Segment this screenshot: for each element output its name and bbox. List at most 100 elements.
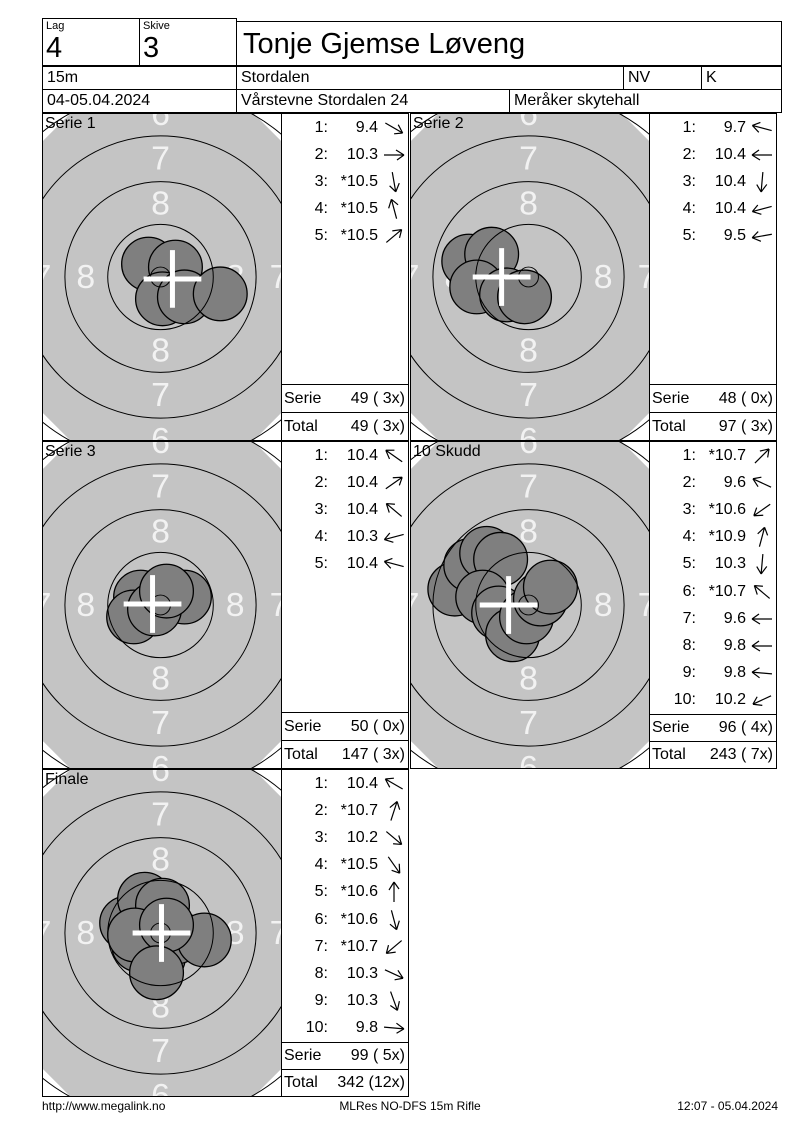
shot-value: 10.4 <box>346 555 378 573</box>
event-cell: Vårstevne Stordalen 24 <box>236 89 510 113</box>
ring-label: 8 <box>76 586 95 624</box>
total-value: 147 ( 3x) <box>341 745 405 763</box>
shot-value: *10.7 <box>340 801 378 819</box>
shot-direction-arrow-icon <box>751 667 773 679</box>
ring-label: 8 <box>594 258 613 296</box>
ring-label: 7 <box>411 258 419 296</box>
shot-direction-arrow-icon <box>385 939 403 954</box>
shot-direction-arrow-icon <box>385 831 403 845</box>
shot-value: 9.6 <box>723 609 746 627</box>
target-cell: 8768768877 Serie 3 <box>43 442 281 768</box>
shot-value: 9.6 <box>723 473 746 491</box>
ring-label: 8 <box>151 512 170 550</box>
serie-label: Serie <box>652 389 690 407</box>
skive-label: Skive <box>143 20 170 32</box>
category: NV <box>628 69 651 86</box>
lag-value: 4 <box>46 32 63 64</box>
shot-value: 10.3 <box>714 555 746 573</box>
shot-direction-arrow-icon <box>753 503 771 517</box>
shot-value: 10.4 <box>714 145 746 163</box>
shot-value: 10.3 <box>346 992 378 1010</box>
target-panel: 8768768877 Finale 1:10.42:*10.73:10.24:*… <box>42 769 409 1097</box>
ring-label: 7 <box>411 586 419 624</box>
shot-number: 1: <box>682 446 696 464</box>
shot-value: 10.2 <box>346 828 378 846</box>
serie-label: Serie <box>284 1046 322 1064</box>
shot-direction-arrow-icon <box>757 527 769 547</box>
ring-label: 7 <box>151 704 170 742</box>
mpi-cross-icon <box>132 904 191 962</box>
shot-row: 5: 9.5 <box>650 223 776 250</box>
target-panel: 8768768877 10 Skudd 1:*10.72:9.63:*10.64… <box>410 441 777 769</box>
shot-value: 10.4 <box>714 200 746 218</box>
shot-row: 1: *10.7 <box>650 442 776 469</box>
class-cell: K <box>701 66 782 90</box>
shot-direction-arrow-icon <box>385 122 404 135</box>
shot-direction-arrow-icon <box>751 613 772 625</box>
ring-label: 6 <box>519 442 538 461</box>
ring-label: 6 <box>151 421 170 440</box>
shot-row: 8: 10.3 <box>282 960 408 987</box>
ring-label: 6 <box>519 114 538 133</box>
serie-value: 99 ( 5x) <box>350 1046 405 1064</box>
ring-label: 7 <box>151 140 170 178</box>
ring-label: 7 <box>43 914 51 952</box>
ring-label: 8 <box>151 660 170 698</box>
club-cell: Stordalen <box>236 66 624 90</box>
ring-label: 7 <box>43 258 51 296</box>
shot-value: 9.5 <box>723 227 746 245</box>
target-graphic: 8768768877 <box>411 114 649 440</box>
shot-value: 10.3 <box>346 145 378 163</box>
shot-row: 10: 10.2 <box>650 687 776 714</box>
venue-cell: Meråker skytehall <box>509 89 782 113</box>
shot-number: 5: <box>682 227 696 245</box>
shot-rows: 1: *10.7 2: 9.6 3: *10.6 4: *10.9 5: 10.3 6: *10.7 7… <box>650 442 776 714</box>
panel-title: Serie 2 <box>413 115 464 132</box>
serie-value: 48 ( 0x) <box>718 389 773 407</box>
shot-value: 10.4 <box>346 446 378 464</box>
shot-direction-arrow-icon <box>385 502 403 517</box>
shot-direction-arrow-icon <box>384 149 405 161</box>
ring-label: 7 <box>151 796 170 834</box>
club: Stordalen <box>241 69 310 86</box>
shooter-name-cell: Tonje Gjemse Løveng <box>236 21 782 66</box>
shot-direction-arrow-icon <box>751 149 772 161</box>
ring-label: 7 <box>519 140 538 178</box>
shot-number: 1: <box>682 118 696 136</box>
ring-label: 8 <box>226 586 245 624</box>
ring-label: 7 <box>151 376 170 414</box>
shot-number: 8: <box>314 964 328 982</box>
shot-rows: 1: 9.7 2: 10.4 3: 10.4 4: 10.4 5: 9.5 <box>650 114 776 384</box>
mpi-cross-icon <box>472 248 531 306</box>
total-value: 49 ( 3x) <box>350 417 405 435</box>
shot-row: 5: 10.3 <box>650 551 776 578</box>
ring-label: 8 <box>519 332 538 370</box>
shot-row: 1: 9.7 <box>650 114 776 141</box>
shot-hole <box>138 563 195 619</box>
shot-rows: 1: 10.4 2: *10.7 3: 10.2 4: *10.5 5: *10.6 6: *10.6… <box>282 770 408 1042</box>
target-cell: 8768768877 Serie 1 <box>43 114 281 440</box>
shot-row: 3: *10.5 <box>282 168 408 195</box>
shot-row: 3: 10.2 <box>282 824 408 851</box>
shot-row: 8: 9.8 <box>650 632 776 659</box>
shot-number: 1: <box>314 446 328 464</box>
shot-row: 2: 10.4 <box>282 469 408 496</box>
shot-number: 10: <box>305 1019 328 1037</box>
skive-cell: Skive 3 <box>139 18 237 66</box>
ring-label: 8 <box>151 332 170 370</box>
shot-value: 9.8 <box>723 636 746 654</box>
shot-direction-arrow-icon <box>753 584 771 599</box>
shot-number: 7: <box>314 937 328 955</box>
shot-number: 5: <box>314 883 328 901</box>
shot-direction-arrow-icon <box>388 199 399 219</box>
shot-row: 3: 10.4 <box>650 168 776 195</box>
shot-direction-arrow-icon <box>751 231 772 243</box>
shot-direction-arrow-icon <box>389 991 400 1011</box>
total-value: 97 ( 3x) <box>718 417 773 435</box>
serie-row: Serie 50 ( 0x) <box>282 712 408 740</box>
lag-cell: Lag 4 <box>42 18 140 66</box>
shot-hole <box>128 945 185 1001</box>
shot-row: 4: 10.4 <box>650 196 776 223</box>
distance-cell: 15m <box>42 66 237 90</box>
shot-row: 1: 10.4 <box>282 442 408 469</box>
